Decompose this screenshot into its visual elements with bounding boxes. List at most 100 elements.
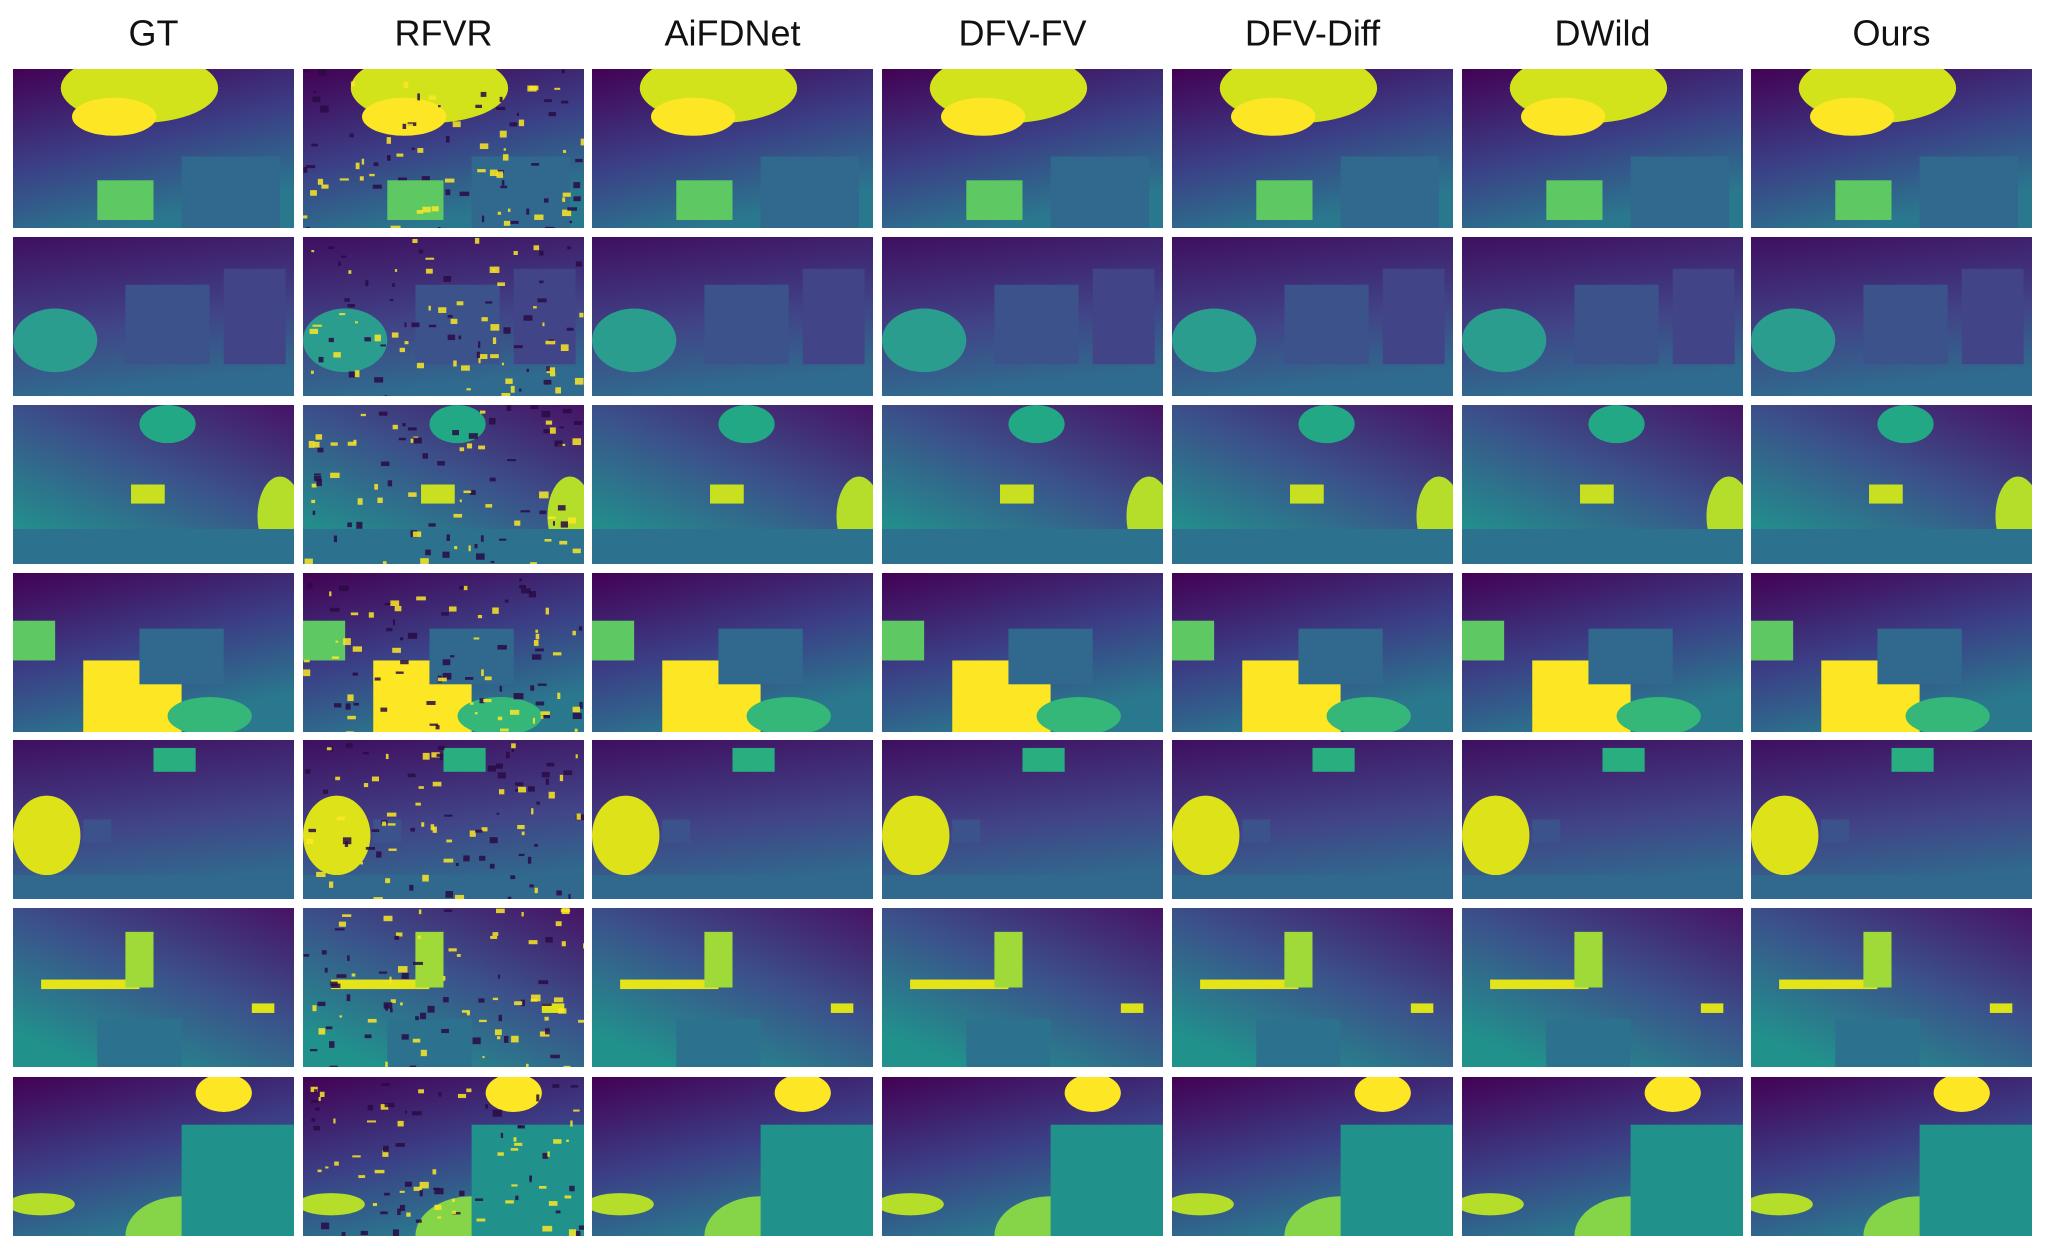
depth-map-content [303,740,584,899]
noise [544,539,552,542]
noise [352,1155,361,1158]
depth-map-content [303,908,584,1067]
noise [308,828,316,833]
noise [339,178,349,181]
depth-region [1326,697,1411,732]
noise [567,246,572,250]
noise [468,433,478,439]
noise [478,998,485,1003]
noise [479,855,486,861]
noise [552,1084,560,1088]
noise [321,1222,330,1230]
noise [548,791,555,799]
noise [511,1184,518,1187]
depth-map-content [1751,740,2032,899]
noise [453,513,463,518]
noise [380,1104,389,1110]
noise [496,812,500,815]
depth-map-content [1462,740,1743,899]
noise [417,93,420,101]
noise [347,715,356,720]
noise [514,1142,523,1146]
noise [422,453,428,459]
noise [395,1143,405,1147]
depth-region [167,697,252,732]
depth-region [429,628,514,685]
depth-region [1989,1003,2013,1013]
noise [399,637,404,641]
noise [456,301,464,306]
depth-region [882,875,1163,899]
noise [328,337,334,343]
noise [477,169,486,173]
noise [554,440,563,447]
depth-region [13,620,56,661]
depth-map-content [13,237,294,396]
noise [303,669,311,677]
noise [575,754,578,759]
depth-region [1602,747,1645,772]
noise [478,341,481,348]
depth-region [718,405,775,444]
noise [311,1118,316,1122]
depth-region [303,1193,365,1216]
noise [502,154,509,161]
noise [505,1200,514,1204]
noise [564,1195,572,1199]
noise [497,974,501,979]
noise [448,606,457,612]
depth-region [1036,697,1121,732]
noise [498,789,505,795]
noise [568,517,576,524]
noise [350,81,356,87]
depth-region [1630,1124,1743,1236]
depth-region [1410,1003,1434,1013]
depth-map-content [13,740,294,899]
noise [421,176,430,181]
noise [545,607,549,615]
column-header: AiFDNet [664,13,800,54]
noise [394,605,402,612]
noise [528,940,538,945]
depth-region [882,620,925,661]
noise [488,417,496,425]
noise [552,521,555,526]
noise [383,915,393,922]
noise [303,167,308,173]
noise [330,442,338,446]
noise [469,830,476,837]
depth-region [1588,628,1673,685]
noise [387,823,396,826]
noise [361,158,365,165]
noise [398,437,406,441]
depth-map-content [592,237,873,396]
noise [544,1016,549,1021]
depth-map [592,69,873,228]
noise [479,143,489,150]
noise [543,429,554,434]
noise [308,440,315,448]
noise [498,1014,503,1022]
noise [316,479,322,486]
noise [432,826,437,833]
depth-region [415,931,444,988]
noise [470,490,476,495]
noise [415,1016,419,1021]
noise [410,438,414,443]
noise [319,1091,325,1098]
depth-region [1546,180,1603,221]
noise [443,275,452,282]
depth-region [1050,1124,1163,1236]
depth-region [966,1019,1051,1067]
noise [476,1218,486,1222]
noise [312,1005,317,1012]
noise [526,208,530,215]
depth-region [223,268,286,365]
noise [411,147,415,150]
noise [420,558,429,564]
noise [548,1201,558,1206]
depth-map [592,405,873,564]
noise [320,105,329,113]
depth-region [1961,268,2024,365]
noise [438,227,441,228]
